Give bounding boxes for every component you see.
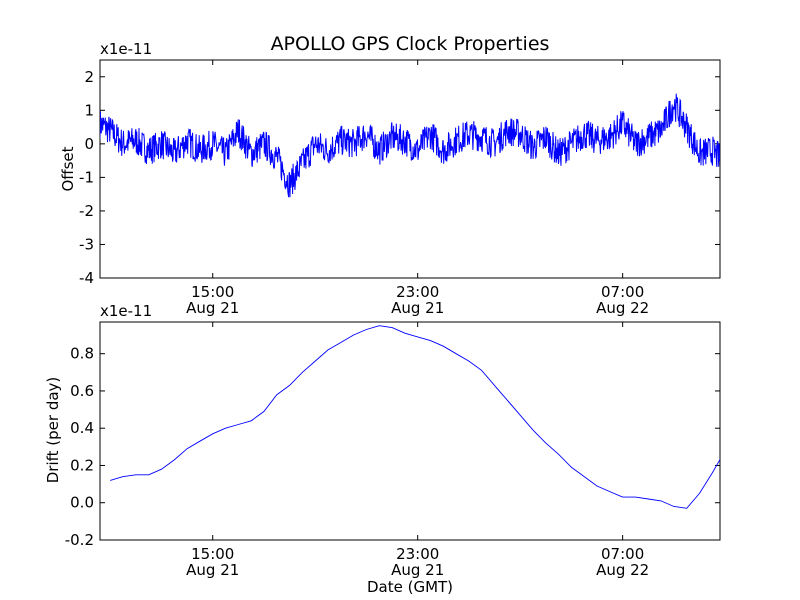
drift-xtick-date: Aug 22: [596, 561, 649, 579]
drift-ytick-label: 0.0: [70, 494, 94, 512]
drift-ytick-label: 0.8: [70, 345, 94, 363]
offset-ytick-label: -4: [79, 269, 94, 287]
offset-ytick-label: -1: [79, 168, 94, 186]
drift-plot-frame: [99, 321, 721, 541]
drift-ytick-label: 0.4: [70, 419, 94, 437]
drift-ytick-label: 0.6: [70, 382, 94, 400]
offset-ylabel: Offset: [59, 146, 77, 191]
offset-ytick-label: 0: [84, 135, 94, 153]
offset-xtick-time: 15:00: [191, 283, 234, 301]
offset-ytick-label: -3: [79, 235, 94, 253]
offset-ytick-label: 1: [84, 101, 94, 119]
offset-xtick-time: 07:00: [601, 283, 644, 301]
drift-xtick-date: Aug 21: [186, 561, 239, 579]
offset-plot-frame: [99, 59, 721, 279]
offset-multiplier-label: x1e-11: [100, 40, 152, 58]
offset-series-line: [100, 93, 720, 198]
drift-xtick-time: 23:00: [396, 545, 439, 563]
offset-ytick-label: -2: [79, 202, 94, 220]
drift-ytick-label: -0.2: [65, 531, 94, 549]
drift-series-line: [110, 325, 720, 509]
offset-ytick-label: 2: [84, 68, 94, 86]
drift-xlabel: Date (GMT): [367, 578, 453, 596]
offset-xtick-time: 23:00: [396, 283, 439, 301]
drift-xtick-time: 15:00: [191, 545, 234, 563]
drift-ylabel: Drift (per day): [44, 377, 62, 484]
drift-xtick-time: 07:00: [601, 545, 644, 563]
offset-xtick-date: Aug 21: [391, 299, 444, 317]
chart-title: APOLLO GPS Clock Properties: [271, 33, 550, 55]
offset-xtick-date: Aug 21: [186, 299, 239, 317]
drift-multiplier-label: x1e-11: [100, 302, 152, 320]
drift-xtick-date: Aug 21: [391, 561, 444, 579]
drift-ytick-label: 0.2: [70, 456, 94, 474]
drift-axes: x1e-11 Drift (per day) Date (GMT) 0.8 0.6…: [44, 302, 721, 596]
offset-xtick-date: Aug 22: [596, 299, 649, 317]
